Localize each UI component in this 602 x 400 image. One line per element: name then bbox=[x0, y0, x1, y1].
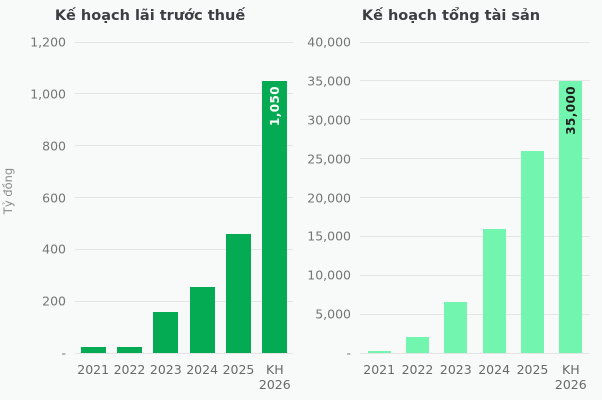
y-tick-label: 15,000 bbox=[307, 228, 351, 244]
x-tick-label: 2023 bbox=[149, 362, 182, 377]
bar-kh-2026: 35,000 bbox=[559, 80, 583, 353]
bar-2022 bbox=[405, 337, 429, 353]
chart-body: Tỷ đồng 1,200 1,000 800 600 400 200 - 1,050 20… bbox=[0, 35, 300, 392]
bar-slot: 1,050 bbox=[257, 42, 293, 353]
x-tick-label: 2025 bbox=[222, 362, 255, 377]
x-tick-label: 2023 bbox=[439, 362, 472, 377]
gridline bbox=[75, 352, 293, 354]
bar-2025 bbox=[225, 233, 251, 353]
y-tick-label: 400 bbox=[42, 241, 66, 257]
bar-slot bbox=[148, 42, 184, 353]
y-tick-label: 1,000 bbox=[30, 86, 66, 102]
plot-column: 1,050 2021 2022 2023 2024 2025 KH 2026 bbox=[75, 41, 293, 392]
gridline bbox=[360, 235, 590, 237]
bar-2023 bbox=[153, 311, 179, 353]
y-tick-label: 40,000 bbox=[307, 34, 351, 50]
gridline bbox=[360, 80, 590, 82]
gridline bbox=[360, 352, 590, 354]
bar-2022 bbox=[116, 346, 142, 353]
bar-slot bbox=[513, 42, 551, 353]
y-tick-label: 30,000 bbox=[307, 112, 351, 128]
plot-area: 35,000 bbox=[360, 41, 590, 354]
y-tick-label: 25,000 bbox=[307, 151, 351, 167]
bar-kh-2026: 1,050 bbox=[262, 80, 288, 353]
chart-assets-plan: Kế hoạch tổng tài sản 40,000 35,000 30,000… bbox=[300, 0, 602, 400]
gridline bbox=[75, 41, 293, 43]
bar-slot bbox=[184, 42, 220, 353]
bar-2023 bbox=[444, 302, 468, 353]
x-tick-label: 2021 bbox=[77, 362, 110, 377]
bar-slot bbox=[111, 42, 147, 353]
x-tick-label: 2022 bbox=[113, 362, 146, 377]
chart-title: Kế hoạch lãi trước thuế bbox=[54, 8, 246, 24]
bar-2021 bbox=[80, 346, 106, 353]
gridline bbox=[360, 41, 590, 43]
chart-body: 40,000 35,000 30,000 25,000 20,000 15,000 10,0… bbox=[300, 35, 602, 392]
plot-area: 1,050 bbox=[75, 41, 293, 354]
bars: 35,000 bbox=[360, 42, 590, 353]
plot-column: 35,000 2021 2022 2023 2024 2025 KH 2026 bbox=[360, 41, 590, 392]
x-axis: 2021 2022 2023 2024 2025 KH 2026 bbox=[75, 353, 293, 392]
y-axis: 1,200 1,000 800 600 400 200 - bbox=[16, 35, 75, 361]
y-tick-label: 1,200 bbox=[30, 34, 66, 50]
x-tick-label: 2025 bbox=[516, 362, 549, 377]
y-tick-label: - bbox=[346, 345, 351, 361]
gridline bbox=[360, 274, 590, 276]
bar-2024 bbox=[482, 228, 506, 353]
bar-slot bbox=[398, 42, 436, 353]
gridline bbox=[75, 197, 293, 198]
y-axis: 40,000 35,000 30,000 25,000 20,000 15,000 10,0… bbox=[300, 35, 360, 361]
chart-profit-plan: Kế hoạch lãi trước thuế Tỷ đồng 1,200 1,0… bbox=[0, 0, 300, 400]
gridline bbox=[360, 313, 590, 315]
bar-2024 bbox=[189, 286, 215, 353]
y-axis-title: Tỷ đồng bbox=[0, 42, 16, 353]
y-tick-label: - bbox=[61, 345, 66, 361]
bar-slot bbox=[437, 42, 475, 353]
x-tick-label: KH 2026 bbox=[258, 362, 291, 392]
bar-slot bbox=[75, 42, 111, 353]
bar-2021 bbox=[367, 351, 391, 353]
bar-value-label: 1,050 bbox=[267, 85, 282, 126]
gridline bbox=[360, 119, 590, 121]
x-tick-label: 2022 bbox=[401, 362, 434, 377]
y-tick-label: 200 bbox=[42, 293, 66, 309]
bar-2025 bbox=[520, 150, 544, 353]
y-tick-label: 35,000 bbox=[307, 73, 351, 89]
bar-slot bbox=[360, 42, 398, 353]
x-tick-label: KH 2026 bbox=[554, 362, 587, 392]
gridline bbox=[360, 197, 590, 198]
gridline bbox=[75, 300, 293, 302]
gridline bbox=[75, 248, 293, 250]
gridline bbox=[75, 93, 293, 95]
gridline bbox=[75, 145, 293, 147]
x-tick-label: 2021 bbox=[363, 362, 396, 377]
y-tick-label: 800 bbox=[42, 138, 66, 154]
bar-slot bbox=[220, 42, 256, 353]
chart-title: Kế hoạch tổng tài sản bbox=[361, 8, 541, 24]
y-tick-label: 600 bbox=[42, 190, 66, 205]
gridline bbox=[360, 158, 590, 160]
y-tick-label: 10,000 bbox=[307, 267, 351, 283]
y-axis-title-text: Tỷ đồng bbox=[1, 168, 15, 215]
x-axis: 2021 2022 2023 2024 2025 KH 2026 bbox=[360, 353, 590, 392]
x-tick-label: 2024 bbox=[478, 362, 511, 377]
y-tick-label: 5,000 bbox=[315, 306, 351, 322]
bar-slot bbox=[475, 42, 513, 353]
bars: 1,050 bbox=[75, 42, 293, 353]
bar-value-label: 35,000 bbox=[563, 85, 578, 135]
x-tick-label: 2024 bbox=[186, 362, 219, 377]
y-tick-label: 20,000 bbox=[307, 190, 351, 205]
bar-slot: 35,000 bbox=[552, 42, 590, 353]
